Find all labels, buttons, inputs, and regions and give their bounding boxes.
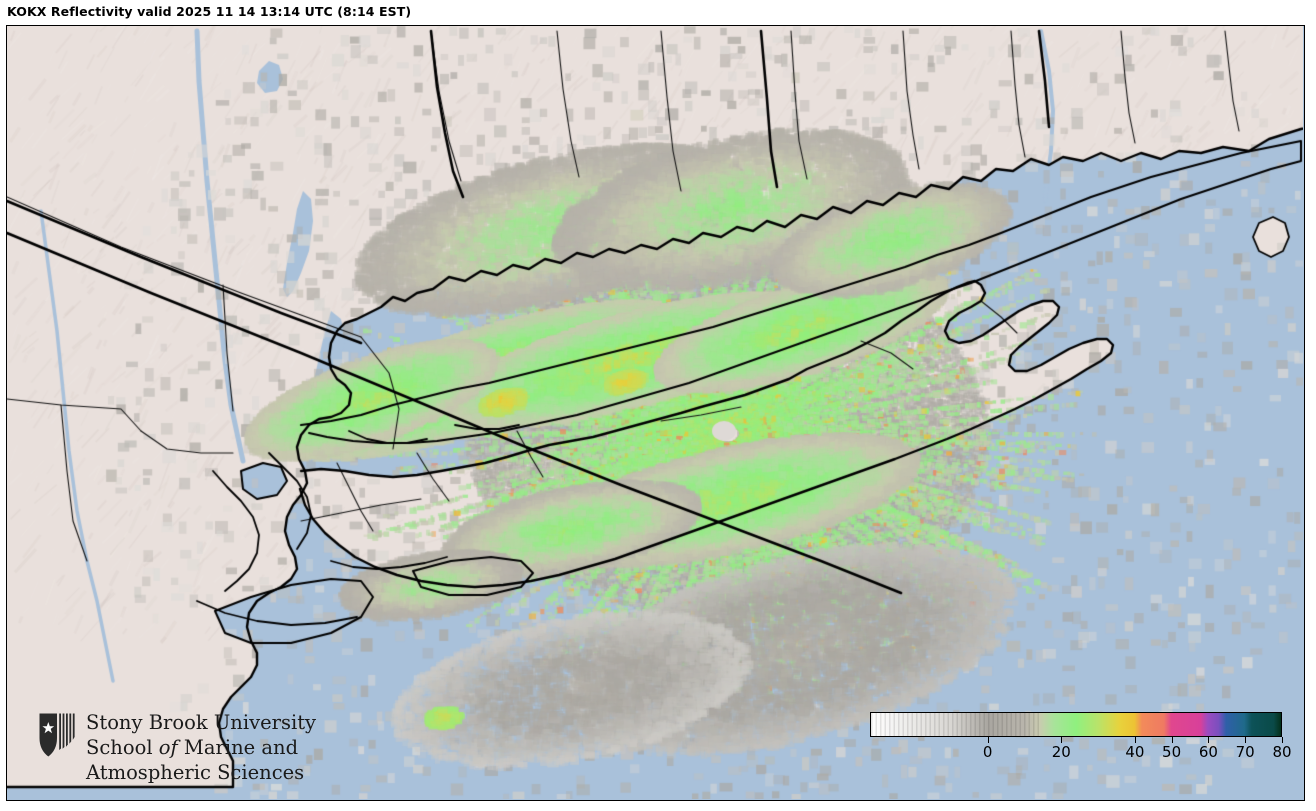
stony-brook-logo: Stony Brook University School of Marine … <box>38 710 328 790</box>
page-title: KOKX Reflectivity valid 2025 11 14 13:14… <box>7 4 412 19</box>
logo-line-2-a: School <box>86 736 159 759</box>
colorbar-tick-label: 70 <box>1235 743 1255 761</box>
title-bar: KOKX Reflectivity valid 2025 11 14 13:14… <box>0 0 1316 25</box>
colorbar-tick <box>1282 737 1283 743</box>
logo-line-2: School of Marine and <box>86 735 316 760</box>
colorbar-tick-label: 0 <box>982 743 993 761</box>
colorbar-tick <box>1134 737 1136 743</box>
colorbar-tick <box>1061 737 1063 743</box>
colorbar-tick <box>1245 737 1247 743</box>
shield-icon <box>39 713 75 757</box>
colorbar-tick <box>1171 737 1173 743</box>
radar-map-frame[interactable] <box>6 25 1305 801</box>
logo-line-2-italic: of <box>158 736 178 759</box>
colorbar-tick-label: 80 <box>1272 743 1292 761</box>
colorbar-bar <box>870 712 1282 737</box>
colorbar-tick-label: 60 <box>1198 743 1218 761</box>
colorbar-tick-label: 20 <box>1051 743 1071 761</box>
radar-map-canvas[interactable] <box>7 26 1303 799</box>
colorbar-tick <box>1208 737 1210 743</box>
logo-line-1: Stony Brook University <box>86 711 317 734</box>
colorbar-tick-label: 40 <box>1125 743 1145 761</box>
logo-line-2-b: Marine and <box>177 736 299 759</box>
colorbar-tick <box>987 737 989 743</box>
colorbar-tick-label: 50 <box>1162 743 1182 761</box>
logo-line-3: Atmospheric Sciences <box>86 761 305 784</box>
reflectivity-colorbar: 0 20 40 50 60 70 80 <box>865 712 1292 770</box>
logo-text: Stony Brook University School of Marine … <box>86 710 316 785</box>
colorbar-gradient <box>871 713 1281 736</box>
